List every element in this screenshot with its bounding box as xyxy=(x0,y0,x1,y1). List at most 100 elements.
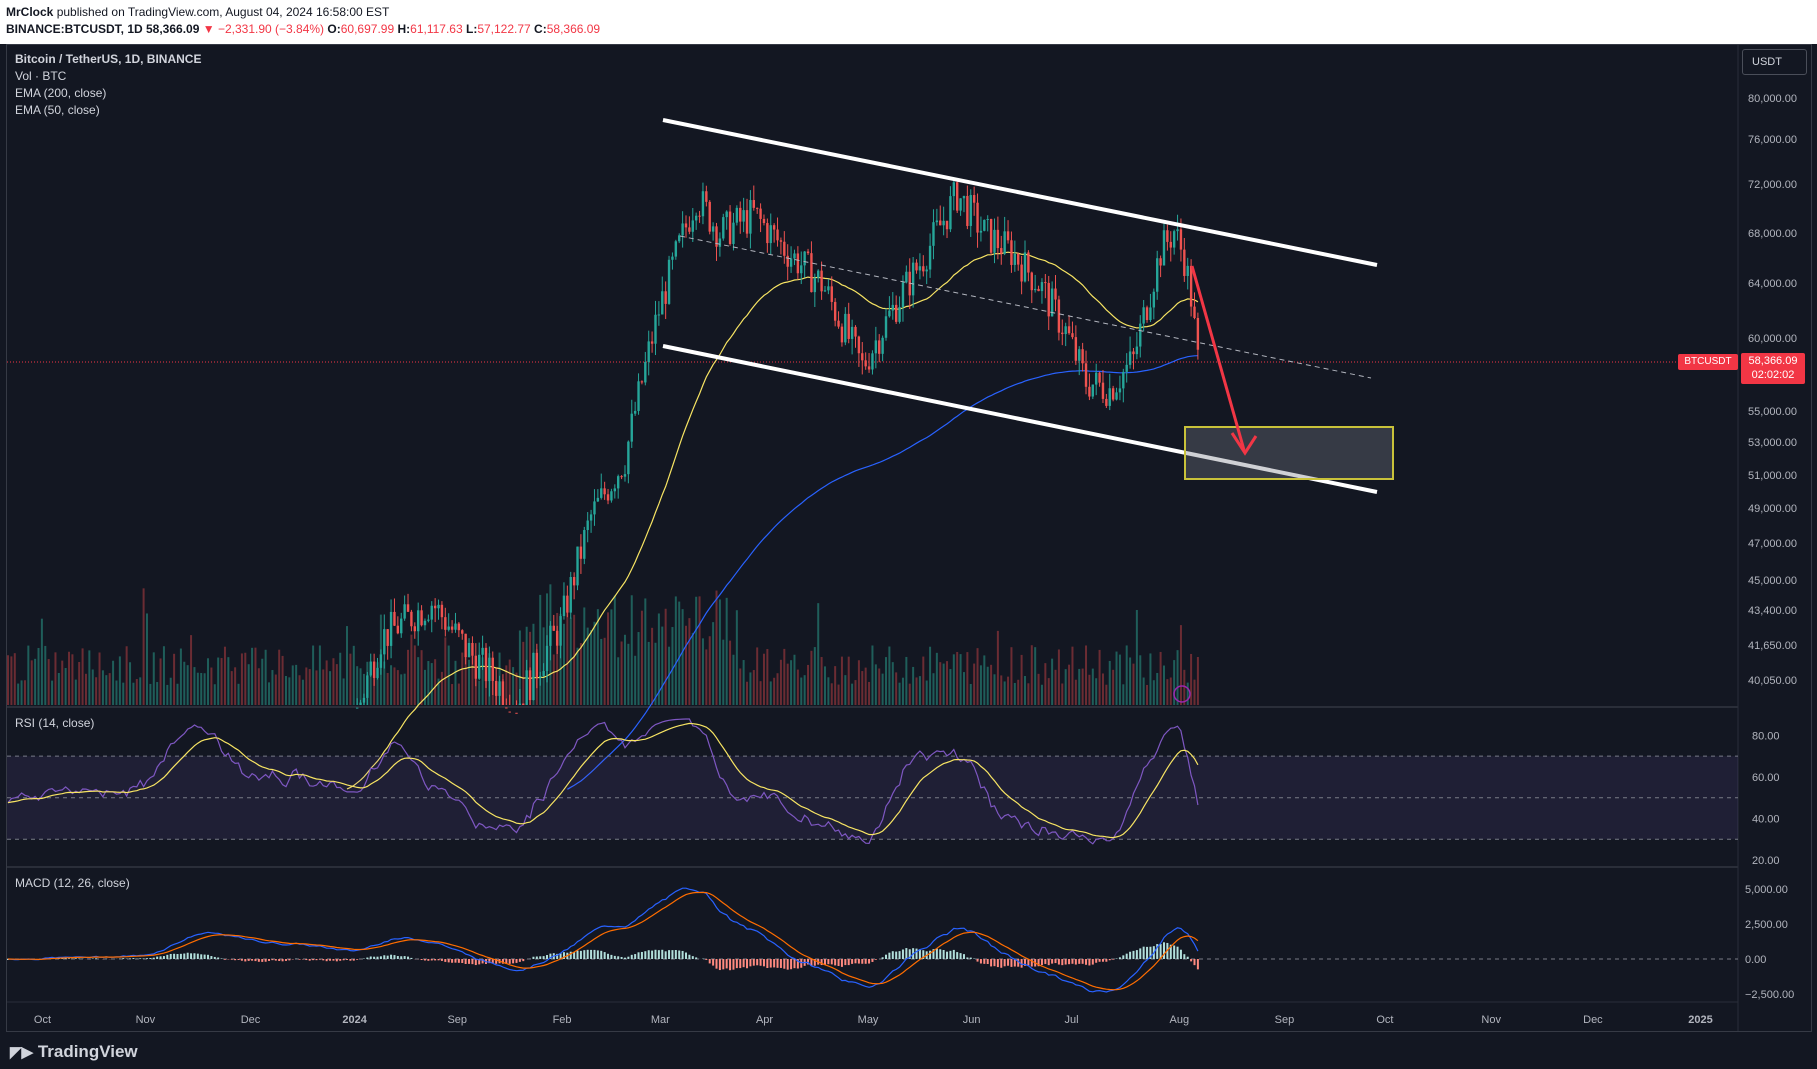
volume-bar xyxy=(698,596,701,705)
macd-histogram-bar xyxy=(542,956,545,959)
price-tick-label: 51,000.00 xyxy=(1748,470,1797,482)
candle-body xyxy=(1050,288,1054,317)
macd-histogram-bar xyxy=(990,959,993,967)
macd-histogram-bar xyxy=(1179,949,1182,959)
volume-bar xyxy=(68,651,71,705)
volume-bar xyxy=(1142,677,1145,705)
candle-body xyxy=(454,623,457,630)
price-tag-current: 58,366.09 02:02:02 xyxy=(1741,353,1805,384)
time-tick-label: Nov xyxy=(1481,1014,1501,1026)
volume-bar xyxy=(756,647,759,705)
candle-body xyxy=(779,240,783,242)
candle-body xyxy=(728,211,732,244)
macd-histogram-bar xyxy=(946,951,949,959)
candle-body xyxy=(1118,388,1122,393)
candle-body xyxy=(1033,288,1037,291)
volume-bar xyxy=(644,598,647,705)
macd-histogram-bar xyxy=(630,954,633,959)
macd-label[interactable]: MACD (12, 26, close) xyxy=(15,876,130,890)
volume-bar xyxy=(590,630,593,705)
volume-bar xyxy=(420,650,423,705)
candle-body xyxy=(355,707,359,709)
macd-histogram-bar xyxy=(223,959,226,960)
candle-body xyxy=(898,307,901,322)
macd-histogram-bar xyxy=(491,959,494,964)
volume-bar xyxy=(27,645,30,705)
volume-bar xyxy=(596,609,599,705)
candle-body xyxy=(928,245,932,270)
candle-body xyxy=(471,642,474,656)
macd-histogram-bar xyxy=(142,958,145,959)
macd-histogram-bar xyxy=(407,956,410,959)
volume-bar xyxy=(539,594,542,705)
rsi-pane xyxy=(7,718,1738,845)
legend-ema50[interactable]: EMA (50, close) xyxy=(15,103,100,117)
chart-title: Bitcoin / TetherUS, 1D, BINANCE xyxy=(15,52,202,66)
volume-bar xyxy=(878,668,881,705)
volume-bar xyxy=(739,668,742,705)
open-value: 60,697.99 xyxy=(340,22,395,36)
volume-bar xyxy=(749,672,752,705)
legend-volume[interactable]: Vol · BTC xyxy=(15,69,67,83)
volume-bar xyxy=(1122,684,1125,705)
macd-histogram-bar xyxy=(593,949,596,959)
macd-histogram-bar xyxy=(403,956,406,959)
candle-body xyxy=(627,441,630,475)
macd-histogram-bar xyxy=(268,959,271,961)
candle-body xyxy=(498,681,501,696)
rsi-line xyxy=(7,718,1199,845)
volume-bar xyxy=(61,660,64,705)
macd-histogram-bar xyxy=(410,957,413,959)
candle-body xyxy=(1047,282,1050,317)
volume-bar xyxy=(210,667,213,705)
volume-bar xyxy=(620,641,623,705)
candle-body xyxy=(810,253,813,293)
author-name[interactable]: MrClock xyxy=(6,5,54,19)
candle-body xyxy=(406,604,410,612)
candle-body xyxy=(1003,231,1006,254)
macd-histogram-bar xyxy=(868,959,871,964)
candle-body xyxy=(1142,307,1145,324)
volume-bar xyxy=(376,662,379,705)
candle-body xyxy=(467,642,471,658)
volume-bar xyxy=(461,652,464,705)
volume-bar xyxy=(1081,668,1084,705)
candle-body xyxy=(1054,288,1057,300)
channel-midline xyxy=(679,235,1372,379)
candle-body xyxy=(1061,332,1064,335)
macd-tick-label: 2,500.00 xyxy=(1745,919,1788,931)
volume-bar xyxy=(1071,646,1074,705)
symbol-line: BINANCE:BTCUSDT, 1D 58,366.09 xyxy=(6,22,200,36)
volume-bar xyxy=(813,647,816,705)
candle-body xyxy=(694,215,698,221)
volume-bar xyxy=(1173,660,1176,705)
candle-body xyxy=(1169,241,1172,248)
macd-histogram-bar xyxy=(346,959,348,960)
macd-histogram-bar xyxy=(844,959,847,966)
volume-bar xyxy=(847,656,850,705)
volume-bar xyxy=(1135,609,1138,705)
volume-bar xyxy=(800,677,803,705)
volume-bar xyxy=(1196,656,1199,705)
volume-bar xyxy=(237,683,240,705)
candle-body xyxy=(1057,299,1061,333)
volume-bar xyxy=(827,677,830,705)
macd-histogram-bar xyxy=(237,959,240,960)
macd-histogram-bar xyxy=(854,959,857,964)
rsi-label[interactable]: RSI (14, close) xyxy=(15,716,95,730)
candle-body xyxy=(389,611,393,646)
currency-button[interactable]: USDT xyxy=(1742,49,1807,75)
volume-bar xyxy=(712,622,715,705)
tradingview-logo[interactable]: ◤▶ TradingView xyxy=(10,1042,138,1062)
macd-histogram-bar xyxy=(979,959,982,964)
macd-histogram-bar xyxy=(752,959,755,966)
macd-histogram-bar xyxy=(1183,954,1186,959)
macd-histogram-bar xyxy=(1101,959,1104,962)
volume-bar xyxy=(112,660,115,705)
volume-bar xyxy=(685,625,687,705)
macd-histogram-bar xyxy=(908,949,911,959)
legend-ema200[interactable]: EMA (200, close) xyxy=(15,86,107,100)
volume-bar xyxy=(708,636,711,705)
macd-histogram-bar xyxy=(176,954,179,959)
